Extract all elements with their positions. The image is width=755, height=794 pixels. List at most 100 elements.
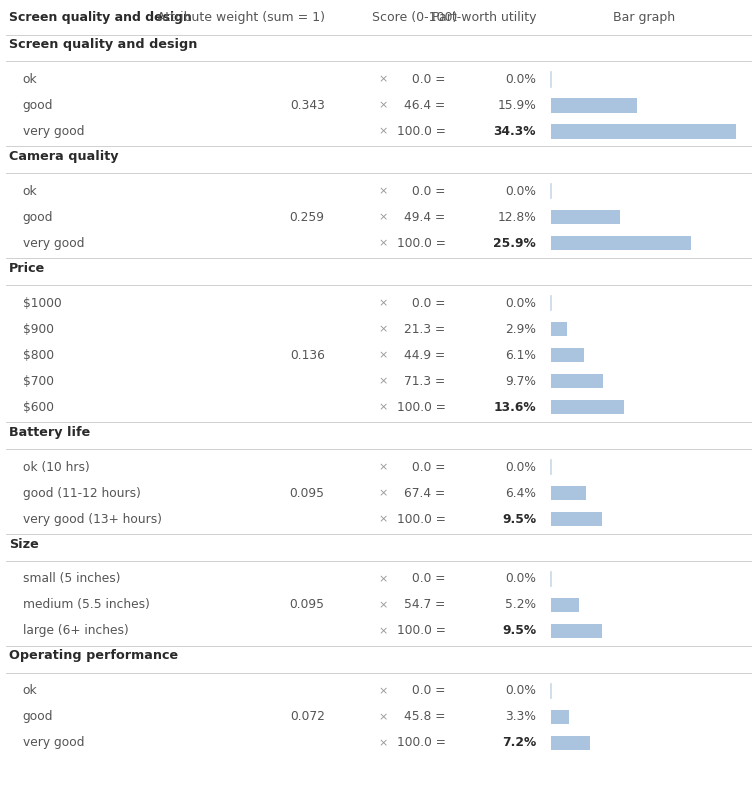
Text: 7.2%: 7.2% xyxy=(502,736,536,750)
Text: Bar graph: Bar graph xyxy=(612,11,675,25)
Text: 46.4 =: 46.4 = xyxy=(405,99,445,112)
Text: good (11-12 hours): good (11-12 hours) xyxy=(23,487,140,499)
Text: 100.0 =: 100.0 = xyxy=(396,125,445,138)
Text: ok: ok xyxy=(23,185,37,198)
Text: 13.6%: 13.6% xyxy=(494,401,536,414)
Text: 0.343: 0.343 xyxy=(290,99,325,112)
Text: Price: Price xyxy=(9,262,45,275)
Text: very good: very good xyxy=(23,736,84,750)
Text: Size: Size xyxy=(9,538,39,550)
Text: $700: $700 xyxy=(23,375,54,387)
Text: ×: × xyxy=(379,686,388,696)
Text: Screen quality and design: Screen quality and design xyxy=(9,11,192,25)
Text: 0.095: 0.095 xyxy=(290,599,325,611)
Text: ×: × xyxy=(379,299,388,308)
Bar xyxy=(551,236,691,250)
Text: 100.0 =: 100.0 = xyxy=(396,513,445,526)
Text: $1000: $1000 xyxy=(23,297,61,310)
Text: ×: × xyxy=(379,324,388,334)
Text: good: good xyxy=(23,99,53,112)
Text: ×: × xyxy=(379,75,388,84)
Text: 0.259: 0.259 xyxy=(290,210,325,224)
Text: 100.0 =: 100.0 = xyxy=(396,401,445,414)
Bar xyxy=(551,400,624,414)
Text: 9.5%: 9.5% xyxy=(502,513,536,526)
Text: good: good xyxy=(23,711,53,723)
Text: 44.9 =: 44.9 = xyxy=(405,349,445,362)
Text: 0.0%: 0.0% xyxy=(505,185,536,198)
Text: 9.7%: 9.7% xyxy=(505,375,536,387)
Text: 67.4 =: 67.4 = xyxy=(405,487,445,499)
Text: ×: × xyxy=(379,462,388,472)
Text: 0.072: 0.072 xyxy=(290,711,325,723)
Text: 49.4 =: 49.4 = xyxy=(405,210,445,224)
Text: $900: $900 xyxy=(23,322,54,336)
Text: 54.7 =: 54.7 = xyxy=(404,599,445,611)
Text: ×: × xyxy=(379,600,388,610)
Bar xyxy=(551,322,567,337)
Text: 0.0 =: 0.0 = xyxy=(412,185,445,198)
Text: very good: very good xyxy=(23,237,84,250)
Bar xyxy=(551,348,584,362)
Text: 45.8 =: 45.8 = xyxy=(404,711,445,723)
Text: 0.0%: 0.0% xyxy=(505,73,536,86)
Text: large (6+ inches): large (6+ inches) xyxy=(23,625,128,638)
Text: ×: × xyxy=(379,712,388,722)
Text: ×: × xyxy=(379,514,388,524)
Bar xyxy=(551,598,579,612)
Text: 100.0 =: 100.0 = xyxy=(396,625,445,638)
Text: 0.0%: 0.0% xyxy=(505,461,536,473)
Text: 0.0 =: 0.0 = xyxy=(412,297,445,310)
Text: Screen quality and design: Screen quality and design xyxy=(9,38,198,51)
Text: ok: ok xyxy=(23,684,37,697)
Text: 6.4%: 6.4% xyxy=(505,487,536,499)
Text: ×: × xyxy=(379,238,388,249)
Text: ×: × xyxy=(379,187,388,196)
Text: Battery life: Battery life xyxy=(9,426,91,439)
Text: ×: × xyxy=(379,574,388,584)
Text: ×: × xyxy=(379,488,388,498)
Text: ×: × xyxy=(379,100,388,110)
Text: ×: × xyxy=(379,126,388,137)
Text: 21.3 =: 21.3 = xyxy=(405,322,445,336)
Text: 12.8%: 12.8% xyxy=(498,210,536,224)
Text: small (5 inches): small (5 inches) xyxy=(23,572,120,585)
Bar xyxy=(551,710,569,724)
Text: 0.0 =: 0.0 = xyxy=(412,461,445,473)
Bar xyxy=(551,210,620,225)
Text: 34.3%: 34.3% xyxy=(494,125,536,138)
Bar xyxy=(551,624,602,638)
Text: $600: $600 xyxy=(23,401,54,414)
Text: 25.9%: 25.9% xyxy=(493,237,536,250)
Text: Camera quality: Camera quality xyxy=(9,150,119,163)
Bar xyxy=(551,736,590,750)
Bar xyxy=(551,98,637,113)
Text: Operating performance: Operating performance xyxy=(9,649,178,662)
Text: 71.3 =: 71.3 = xyxy=(405,375,445,387)
Text: 0.095: 0.095 xyxy=(290,487,325,499)
Text: 0.0%: 0.0% xyxy=(505,684,536,697)
Text: 0.0%: 0.0% xyxy=(505,297,536,310)
Text: 100.0 =: 100.0 = xyxy=(396,237,445,250)
Text: 15.9%: 15.9% xyxy=(498,99,536,112)
Bar xyxy=(551,374,603,388)
Text: 0.0 =: 0.0 = xyxy=(412,73,445,86)
Text: ok (10 hrs): ok (10 hrs) xyxy=(23,461,89,473)
Text: Part-worth utility: Part-worth utility xyxy=(432,11,536,25)
Text: $800: $800 xyxy=(23,349,54,362)
Text: ×: × xyxy=(379,350,388,360)
Text: ×: × xyxy=(379,403,388,412)
Text: medium (5.5 inches): medium (5.5 inches) xyxy=(23,599,149,611)
Text: Score (0-100): Score (0-100) xyxy=(371,11,458,25)
Text: ×: × xyxy=(379,376,388,386)
Text: 0.0 =: 0.0 = xyxy=(412,684,445,697)
Text: 0.136: 0.136 xyxy=(290,349,325,362)
Text: 0.0%: 0.0% xyxy=(505,572,536,585)
Text: very good: very good xyxy=(23,125,84,138)
Text: 100.0 =: 100.0 = xyxy=(396,736,445,750)
Text: 5.2%: 5.2% xyxy=(505,599,536,611)
Text: 0.0 =: 0.0 = xyxy=(412,572,445,585)
Text: Attribute weight (sum = 1): Attribute weight (sum = 1) xyxy=(156,11,325,25)
Text: 2.9%: 2.9% xyxy=(505,322,536,336)
Bar xyxy=(551,486,586,500)
